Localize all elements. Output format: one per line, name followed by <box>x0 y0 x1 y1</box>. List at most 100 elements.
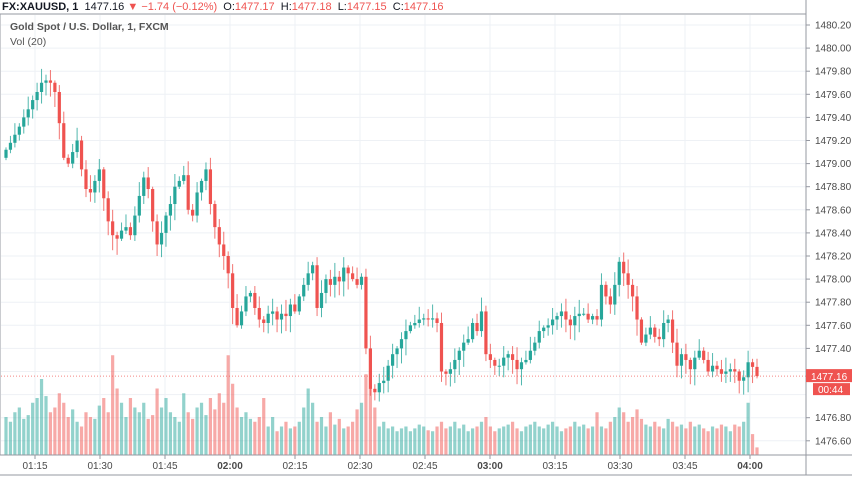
volume-bar <box>311 402 315 455</box>
candle-body <box>373 388 377 393</box>
candle <box>577 299 581 333</box>
low-label: L: <box>337 1 347 13</box>
volume-bar <box>702 428 706 455</box>
volume-bar <box>608 421 612 455</box>
candle <box>617 257 621 297</box>
volume-bar <box>93 418 97 455</box>
volume-bar <box>328 412 332 455</box>
volume-bar <box>324 426 328 455</box>
candle <box>306 261 310 291</box>
volume-bar <box>688 421 692 455</box>
volume-bar <box>479 421 484 455</box>
volume-bar <box>684 428 688 455</box>
candle-body <box>604 284 608 297</box>
candle-body <box>497 365 501 367</box>
candle <box>75 127 79 158</box>
volume-bar <box>750 434 755 455</box>
price-tick-label: 1480.20 <box>815 21 852 32</box>
candle-body <box>226 256 230 274</box>
candle-body <box>306 273 310 285</box>
candle-body <box>479 311 484 332</box>
volume-bar <box>537 426 541 455</box>
candle-body <box>679 354 684 366</box>
candle-body <box>391 354 395 366</box>
candle <box>253 286 257 315</box>
candle <box>262 316 266 333</box>
candle-body <box>124 227 128 231</box>
volume-bar <box>497 428 501 455</box>
volume-bar <box>66 417 70 455</box>
candle <box>404 319 408 356</box>
candle <box>115 231 119 255</box>
volume-bar <box>275 431 279 455</box>
candle <box>719 359 724 382</box>
volume-bar <box>559 431 564 455</box>
candle <box>555 312 559 330</box>
candle-body <box>199 180 204 193</box>
volume-bar <box>297 421 301 455</box>
volume-bar <box>351 421 355 455</box>
candle-body <box>93 180 97 193</box>
candle-body <box>311 265 315 274</box>
volume-bar <box>155 388 159 455</box>
candle <box>182 165 186 185</box>
candle-body <box>724 371 728 374</box>
candle-body <box>493 359 497 366</box>
candle <box>675 328 679 378</box>
candle <box>324 274 328 304</box>
candle <box>599 273 604 327</box>
candle-body <box>444 371 448 374</box>
volume-bar <box>177 421 181 455</box>
candle-body <box>710 365 715 372</box>
candle-body <box>728 369 732 372</box>
volume-bar <box>639 418 644 455</box>
volume-bar <box>599 426 604 455</box>
volume-bar <box>266 426 270 455</box>
candle-body <box>666 319 670 323</box>
candle-body <box>524 359 528 363</box>
candle <box>293 294 297 314</box>
volume-bar <box>666 418 670 455</box>
symbol: FX:XAUUSD, 1 <box>2 1 79 13</box>
candle <box>337 271 341 296</box>
volume-bar <box>79 426 84 455</box>
candle-body <box>506 354 510 358</box>
candle <box>226 251 230 289</box>
candle-body <box>426 318 430 320</box>
candle <box>235 294 239 328</box>
candle <box>590 313 595 325</box>
candle <box>377 373 381 402</box>
volume-bar <box>733 424 737 455</box>
candle-body <box>359 276 364 285</box>
candle-body <box>346 267 350 274</box>
candle-body <box>217 227 221 245</box>
candle-body <box>488 354 492 360</box>
time-tick-label: 02:45 <box>412 461 437 472</box>
volume-bar <box>488 426 492 455</box>
candle-body <box>670 319 675 343</box>
candle <box>635 286 639 336</box>
candle <box>342 257 346 297</box>
candle <box>502 346 506 378</box>
candle <box>271 298 275 326</box>
candle-body <box>328 279 332 285</box>
close-value: 1477.16 <box>403 1 444 13</box>
candle <box>648 316 652 340</box>
candle-body <box>568 319 572 326</box>
candle-body <box>635 296 639 320</box>
candle <box>346 265 350 290</box>
candle-body <box>88 189 93 193</box>
candle <box>279 304 284 334</box>
candle <box>666 314 670 333</box>
candle-body <box>151 189 155 222</box>
volume-bar <box>613 417 617 455</box>
candle-body <box>719 369 724 374</box>
series-title: Gold Spot / U.S. Dollar, 1, FXCM <box>10 21 169 33</box>
candle <box>204 162 208 191</box>
candle-body <box>62 123 66 158</box>
volume-bar <box>515 428 519 455</box>
candle <box>266 305 270 334</box>
candle-body <box>182 175 186 181</box>
candle <box>657 328 661 347</box>
